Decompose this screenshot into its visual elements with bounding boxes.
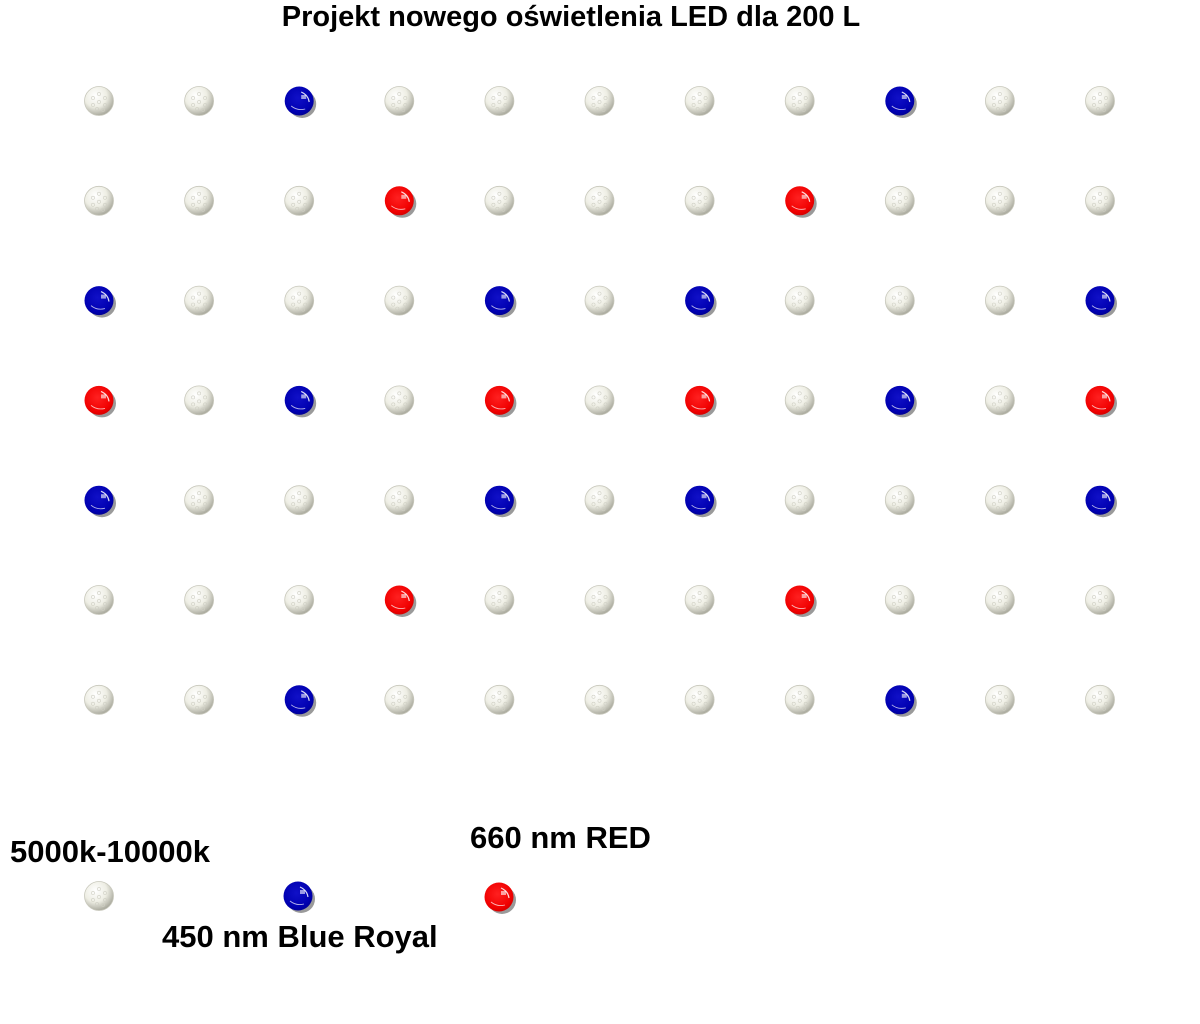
led-white-r3-c4 (384, 285, 415, 316)
led-white-r7-c11 (1085, 684, 1115, 715)
led-white-r3-c9 (884, 285, 915, 316)
led-white-r7-c4 (384, 684, 415, 715)
led-white-r7-c6 (584, 684, 615, 715)
led-white-r1-c6 (584, 86, 615, 116)
legend-swatch-white (84, 881, 114, 911)
led-blue-r3-c7 (685, 286, 717, 318)
led-white-r1-c5 (484, 86, 515, 116)
led-white-r1-c2 (184, 86, 215, 116)
led-red-r6-c4 (384, 585, 417, 617)
led-white-r2-c7 (684, 185, 715, 216)
led-white-r3-c10 (985, 285, 1015, 316)
led-white-r6-c3 (284, 585, 315, 615)
led-blue-r3-c1 (84, 286, 116, 318)
led-white-r6-c5 (484, 585, 515, 615)
led-white-r4-c8 (784, 385, 815, 416)
led-red-r4-c5 (484, 385, 517, 418)
diagram-title: Projekt nowego oświetlenia LED dla 200 L (281, 1, 861, 33)
led-white-r7-c2 (184, 684, 215, 715)
led-white-r3-c2 (184, 285, 215, 316)
led-white-r1-c11 (1085, 86, 1115, 116)
led-blue-r5-c5 (484, 485, 517, 518)
legend-swatch-blue (283, 881, 315, 913)
led-white-r2-c1 (84, 185, 114, 216)
led-blue-r4-c9 (885, 385, 917, 418)
led-blue-r7-c9 (885, 685, 917, 717)
legend-swatch-red (484, 882, 516, 914)
led-white-r1-c8 (784, 86, 815, 116)
led-white-r4-c4 (384, 385, 415, 416)
led-red-r2-c8 (785, 186, 817, 218)
led-blue-r1-c9 (885, 86, 917, 118)
led-blue-r5-c1 (84, 485, 116, 518)
led-white-r7-c5 (484, 684, 515, 715)
led-white-r1-c10 (985, 86, 1015, 116)
led-white-r5-c2 (184, 485, 215, 516)
led-red-r4-c11 (1085, 385, 1117, 418)
led-white-r3-c8 (784, 285, 815, 316)
led-white-r6-c10 (985, 585, 1015, 615)
legend-label-white: 5000k-10000k (10, 834, 210, 869)
led-white-r5-c4 (384, 485, 415, 516)
led-blue-r1-c3 (284, 86, 317, 118)
led-white-r5-c3 (284, 485, 315, 516)
led-white-r6-c7 (684, 585, 715, 615)
led-white-r2-c2 (184, 185, 215, 216)
led-white-r7-c1 (84, 684, 114, 715)
led-white-r4-c2 (184, 385, 215, 416)
led-white-r5-c6 (584, 485, 615, 516)
led-white-r1-c1 (84, 86, 114, 116)
led-blue-r4-c3 (284, 385, 317, 418)
led-white-r6-c11 (1085, 585, 1115, 615)
led-red-r4-c1 (84, 385, 116, 418)
led-white-r2-c10 (985, 185, 1015, 216)
led-white-r3-c3 (284, 285, 315, 316)
led-white-r6-c6 (584, 585, 615, 615)
legend-label-blue: 450 nm Blue Royal (162, 919, 438, 954)
led-blue-r7-c3 (284, 685, 317, 717)
led-white-r4-c6 (584, 385, 615, 416)
led-white-r4-c10 (985, 385, 1015, 416)
led-blue-r5-c11 (1085, 485, 1117, 518)
led-grid (84, 86, 1117, 717)
led-red-r4-c7 (685, 385, 717, 418)
led-white-r7-c7 (684, 684, 715, 715)
led-white-r2-c9 (884, 185, 915, 216)
led-blue-r3-c11 (1085, 286, 1117, 318)
led-white-r1-c7 (684, 86, 715, 116)
led-white-r6-c1 (84, 585, 114, 615)
led-blue-r3-c5 (484, 286, 517, 318)
led-white-r3-c6 (584, 285, 615, 316)
led-white-r5-c10 (985, 485, 1015, 516)
led-red-r6-c8 (785, 585, 817, 617)
led-white-r6-c9 (884, 585, 915, 615)
led-white-r5-c8 (784, 485, 815, 516)
led-white-r2-c5 (484, 185, 515, 216)
legend (84, 881, 516, 914)
led-white-r5-c9 (884, 485, 915, 516)
led-white-r2-c3 (284, 185, 315, 216)
led-red-r2-c4 (384, 186, 417, 218)
led-white-r2-c11 (1085, 185, 1115, 216)
led-white-r7-c8 (784, 684, 815, 715)
led-white-r7-c10 (985, 684, 1015, 715)
led-white-r2-c6 (584, 185, 615, 216)
led-blue-r5-c7 (685, 485, 717, 518)
led-white-r6-c2 (184, 585, 215, 615)
led-white-r1-c4 (384, 86, 415, 116)
legend-label-red: 660 nm RED (470, 820, 651, 855)
